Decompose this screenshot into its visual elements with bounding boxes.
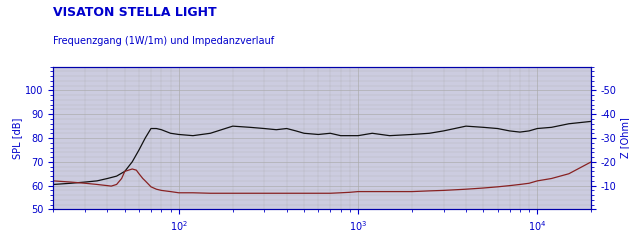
Text: Frequenzgang (1W/1m) und Impedanzverlauf: Frequenzgang (1W/1m) und Impedanzverlauf <box>53 36 275 46</box>
Y-axis label: Z [Ohm]: Z [Ohm] <box>620 118 629 159</box>
Y-axis label: SPL [dB]: SPL [dB] <box>13 117 23 159</box>
Text: VISATON STELLA LIGHT: VISATON STELLA LIGHT <box>53 6 217 19</box>
